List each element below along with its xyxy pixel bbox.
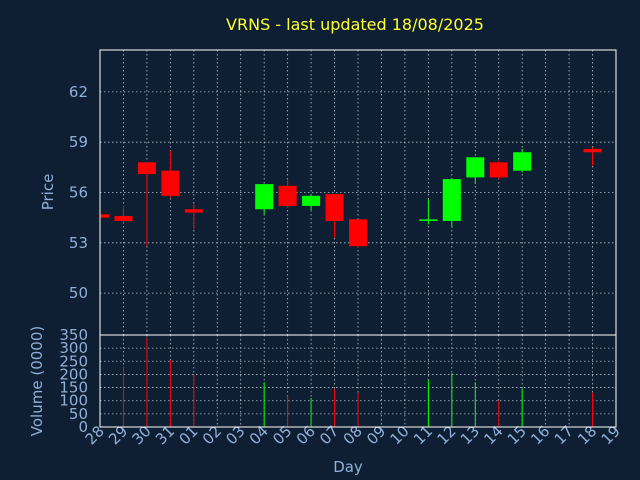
volume-bars xyxy=(122,337,594,427)
x-tick-label: 07 xyxy=(316,422,342,448)
x-tick-label: 05 xyxy=(269,422,295,448)
x-tick-label: 31 xyxy=(152,422,178,448)
x-tick-label: 06 xyxy=(293,422,319,448)
candle-body xyxy=(583,148,602,153)
candle xyxy=(513,148,532,173)
x-tick-label: 13 xyxy=(457,422,483,448)
price-tick-label: 56 xyxy=(69,184,88,202)
candle-body xyxy=(278,185,297,206)
volume-tick-label: 200 xyxy=(59,365,88,383)
candle-body xyxy=(325,194,344,221)
candle xyxy=(302,194,321,211)
x-tick-label: 01 xyxy=(175,422,201,448)
price-y-ticks: 50 53 56 59 62 xyxy=(69,83,88,302)
candle xyxy=(325,194,344,238)
candle-body xyxy=(114,215,133,221)
volume-axis-label: Volume (0000) xyxy=(28,326,46,436)
candle xyxy=(583,147,602,166)
x-tick-label: 14 xyxy=(480,422,506,448)
price-tick-label: 62 xyxy=(69,83,88,101)
chart-title: VRNS - last updated 18/08/2025 xyxy=(226,15,484,34)
candle xyxy=(99,214,109,218)
price-tick-label: 59 xyxy=(69,133,88,151)
x-tick-label: 29 xyxy=(105,422,131,448)
candle-body xyxy=(255,184,274,210)
candle-body xyxy=(137,162,156,175)
x-tick-label: 10 xyxy=(387,422,413,448)
price-axis-label: Price xyxy=(39,174,57,211)
volume-tick-label: 350 xyxy=(59,326,88,344)
x-tick-label: 19 xyxy=(598,422,624,448)
price-grid xyxy=(100,50,616,335)
candle-body xyxy=(100,214,109,218)
price-tick-label: 53 xyxy=(69,234,88,252)
candle xyxy=(161,150,180,198)
candle xyxy=(442,179,461,228)
candle-body xyxy=(161,170,180,196)
volume-tick-label: 0 xyxy=(78,418,88,436)
x-tick-label: 08 xyxy=(340,422,366,448)
x-tick-label: 03 xyxy=(222,422,248,448)
price-tick-label: 50 xyxy=(69,284,88,302)
volume-tick-label: 50 xyxy=(69,405,88,423)
candle-body xyxy=(349,219,367,247)
x-tick-label: 12 xyxy=(433,422,459,448)
candle-body xyxy=(184,209,203,213)
candle xyxy=(349,219,367,248)
x-ticks: 2829303101020304050607080910111213141516… xyxy=(82,422,624,448)
candles xyxy=(99,147,602,248)
candle-body xyxy=(513,152,532,171)
candle xyxy=(137,162,156,247)
x-tick-label: 02 xyxy=(199,422,225,448)
volume-tick-label: 100 xyxy=(59,392,88,410)
x-tick-label: 09 xyxy=(363,422,389,448)
x-tick-label: 11 xyxy=(410,422,436,448)
candle xyxy=(255,184,274,215)
volume-tick-label: 150 xyxy=(59,379,88,397)
candle xyxy=(489,160,508,180)
candle-body xyxy=(466,157,485,178)
volume-tick-label: 250 xyxy=(59,352,88,370)
x-tick-label: 15 xyxy=(504,422,530,448)
candle xyxy=(184,204,203,230)
candle-body xyxy=(302,195,321,206)
x-tick-label: 16 xyxy=(527,422,553,448)
x-tick-label: 30 xyxy=(129,422,155,448)
x-tick-label: 17 xyxy=(551,422,577,448)
x-tick-label: 04 xyxy=(246,422,272,448)
volume-tick-label: 300 xyxy=(59,339,88,357)
candle-body xyxy=(442,179,461,221)
candle xyxy=(278,179,297,208)
candle xyxy=(114,205,133,223)
x-axis-label: Day xyxy=(333,458,363,476)
candle xyxy=(419,199,438,225)
x-tick-label: 18 xyxy=(574,422,600,448)
candle xyxy=(466,157,485,185)
candle-body xyxy=(419,219,438,221)
volume-panel-frame xyxy=(99,334,617,428)
candle-body xyxy=(489,162,508,178)
